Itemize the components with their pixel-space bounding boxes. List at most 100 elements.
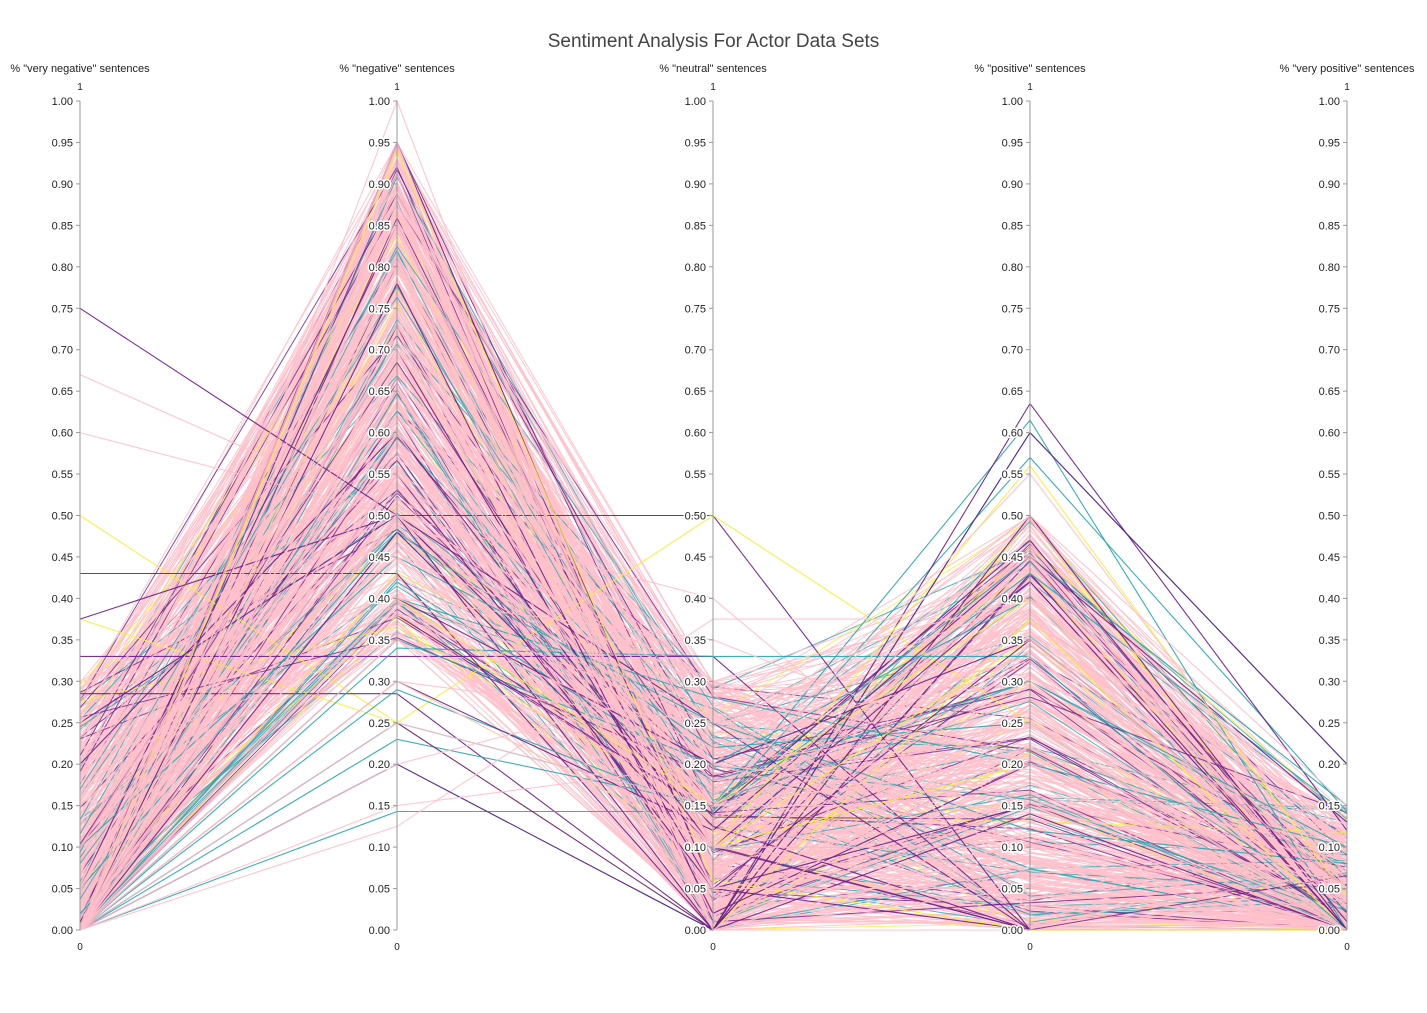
axis-tick-label: 0.60: [685, 428, 706, 440]
axis-tick-label: 0.75: [1002, 303, 1023, 315]
axis-range-min-label: 0: [77, 942, 83, 953]
axis-tick-label: 0.40: [369, 593, 390, 605]
axis-tick-label: 0.20: [1319, 759, 1340, 771]
axis-tick-label: 0.35: [1319, 635, 1340, 647]
axis-tick-label: 1.00: [1319, 96, 1340, 108]
axis-tick-label: 0.05: [1002, 884, 1023, 896]
axis-tick-label: 0.80: [685, 262, 706, 274]
axis-tick-label: 0.55: [369, 469, 390, 481]
axis-tick-label: 0.10: [52, 842, 73, 854]
axis-tick-label: 0.85: [685, 220, 706, 232]
axis-tick-label: 0.65: [52, 386, 73, 398]
axis-tick-label: 0.95: [685, 137, 706, 149]
axis-2[interactable]: % "neutral" sentences 1 0 0.00 0.05 0.10 0.15 0…: [659, 63, 767, 953]
axis-tick-label: 0.30: [52, 676, 73, 688]
axis-tick-label: 1.00: [1002, 96, 1023, 108]
axis-tick-label: 0.55: [52, 469, 73, 481]
axis-range-max-label: 1: [394, 82, 400, 93]
axis-tick-label: 0.30: [685, 676, 706, 688]
axis-tick-label: 1.00: [52, 96, 73, 108]
axis-tick-label: 0.90: [1002, 179, 1023, 191]
axis-tick-label: 0.50: [1319, 511, 1340, 523]
axis-tick-label: 0.70: [1002, 345, 1023, 357]
axis-tick-label: 0.85: [52, 220, 73, 232]
axis-0[interactable]: % "very negative" sentences 1 0 0.00 0.05 0.1…: [10, 63, 150, 953]
axis-tick-label: 0.65: [1319, 386, 1340, 398]
axis-tick-label: 0.55: [685, 469, 706, 481]
axis-tick-label: 0.20: [52, 759, 73, 771]
axis-title: % "very negative" sentences: [10, 63, 150, 75]
axis-tick-label: 0.25: [1319, 718, 1340, 730]
axis-range-min-label: 0: [1344, 942, 1350, 953]
axis-tick-label: 0.75: [52, 303, 73, 315]
axis-range-min-label: 0: [1027, 942, 1033, 953]
axis-tick-label: 0.70: [685, 345, 706, 357]
axis-tick-label: 0.40: [52, 593, 73, 605]
axis-tick-label: 0.20: [369, 759, 390, 771]
axis-tick-label: 0.65: [1002, 386, 1023, 398]
axis-tick-label: 0.45: [1319, 552, 1340, 564]
axis-title: % "neutral" sentences: [659, 63, 767, 75]
axis-tick-label: 0.60: [369, 428, 390, 440]
axis-tick-label: 0.50: [685, 511, 706, 523]
axis-tick-label: 0.05: [369, 884, 390, 896]
axis-tick-label: 0.75: [685, 303, 706, 315]
axis-tick-label: 0.40: [1319, 593, 1340, 605]
axis-tick-label: 0.45: [369, 552, 390, 564]
axis-tick-label: 0.60: [1319, 428, 1340, 440]
axis-tick-label: 0.10: [685, 842, 706, 854]
axis-tick-label: 0.00: [685, 925, 706, 937]
axis-tick-label: 0.40: [1002, 593, 1023, 605]
axis-tick-label: 0.95: [52, 137, 73, 149]
axis-tick-label: 0.00: [52, 925, 73, 937]
axis-tick-label: 0.05: [1319, 884, 1340, 896]
axis-tick-label: 0.80: [369, 262, 390, 274]
axis-tick-label: 0.30: [1319, 676, 1340, 688]
axis-tick-label: 0.60: [1002, 428, 1023, 440]
axis-tick-label: 0.90: [685, 179, 706, 191]
axis-tick-label: 0.55: [1002, 469, 1023, 481]
chart-title: Sentiment Analysis For Actor Data Sets: [547, 31, 880, 52]
axis-tick-label: 0.60: [52, 428, 73, 440]
axis-title: % "very positive" sentences: [1280, 63, 1415, 75]
axis-tick-label: 0.70: [52, 345, 73, 357]
axis-tick-label: 0.50: [52, 511, 73, 523]
axis-tick-label: 0.95: [1319, 137, 1340, 149]
axis-tick-label: 0.75: [1319, 303, 1340, 315]
axis-tick-label: 0.95: [369, 137, 390, 149]
axes-layer: % "very negative" sentences 1 0 0.00 0.05 0.1…: [10, 63, 1415, 953]
axis-tick-label: 0.25: [685, 718, 706, 730]
axis-tick-label: 0.35: [369, 635, 390, 647]
axis-tick-label: 0.45: [52, 552, 73, 564]
axis-tick-label: 0.75: [369, 303, 390, 315]
axis-tick-label: 1.00: [369, 96, 390, 108]
axis-tick-label: 0.15: [685, 801, 706, 813]
axis-tick-label: 0.50: [1002, 511, 1023, 523]
axis-tick-label: 0.05: [52, 884, 73, 896]
axis-tick-label: 0.05: [685, 884, 706, 896]
axis-tick-label: 0.00: [1002, 925, 1023, 937]
axis-tick-label: 0.10: [1319, 842, 1340, 854]
axis-tick-label: 0.85: [1002, 220, 1023, 232]
axis-range-min-label: 0: [710, 942, 716, 953]
axis-tick-label: 0.85: [1319, 220, 1340, 232]
axis-tick-label: 0.20: [1002, 759, 1023, 771]
axis-1[interactable]: % "negative" sentences 1 0 0.00 0.05 0.10 0.15…: [339, 63, 455, 953]
axis-tick-label: 0.30: [1002, 676, 1023, 688]
axis-3[interactable]: % "positive" sentences 1 0 0.00 0.05 0.10 0.15…: [974, 63, 1086, 953]
axis-tick-label: 0.00: [369, 925, 390, 937]
axis-tick-label: 0.25: [369, 718, 390, 730]
axis-tick-label: 0.15: [52, 801, 73, 813]
axis-tick-label: 0.00: [1319, 925, 1340, 937]
axis-tick-label: 0.50: [369, 511, 390, 523]
axis-tick-label: 0.80: [1002, 262, 1023, 274]
axis-tick-label: 0.90: [1319, 179, 1340, 191]
axis-tick-label: 0.90: [369, 179, 390, 191]
axis-tick-label: 0.55: [1319, 469, 1340, 481]
axis-tick-label: 0.65: [369, 386, 390, 398]
axis-tick-label: 0.25: [52, 718, 73, 730]
axis-tick-label: 0.80: [52, 262, 73, 274]
axis-4[interactable]: % "very positive" sentences 1 0 0.00 0.05 0.1…: [1280, 63, 1415, 953]
axis-tick-label: 0.15: [1002, 801, 1023, 813]
